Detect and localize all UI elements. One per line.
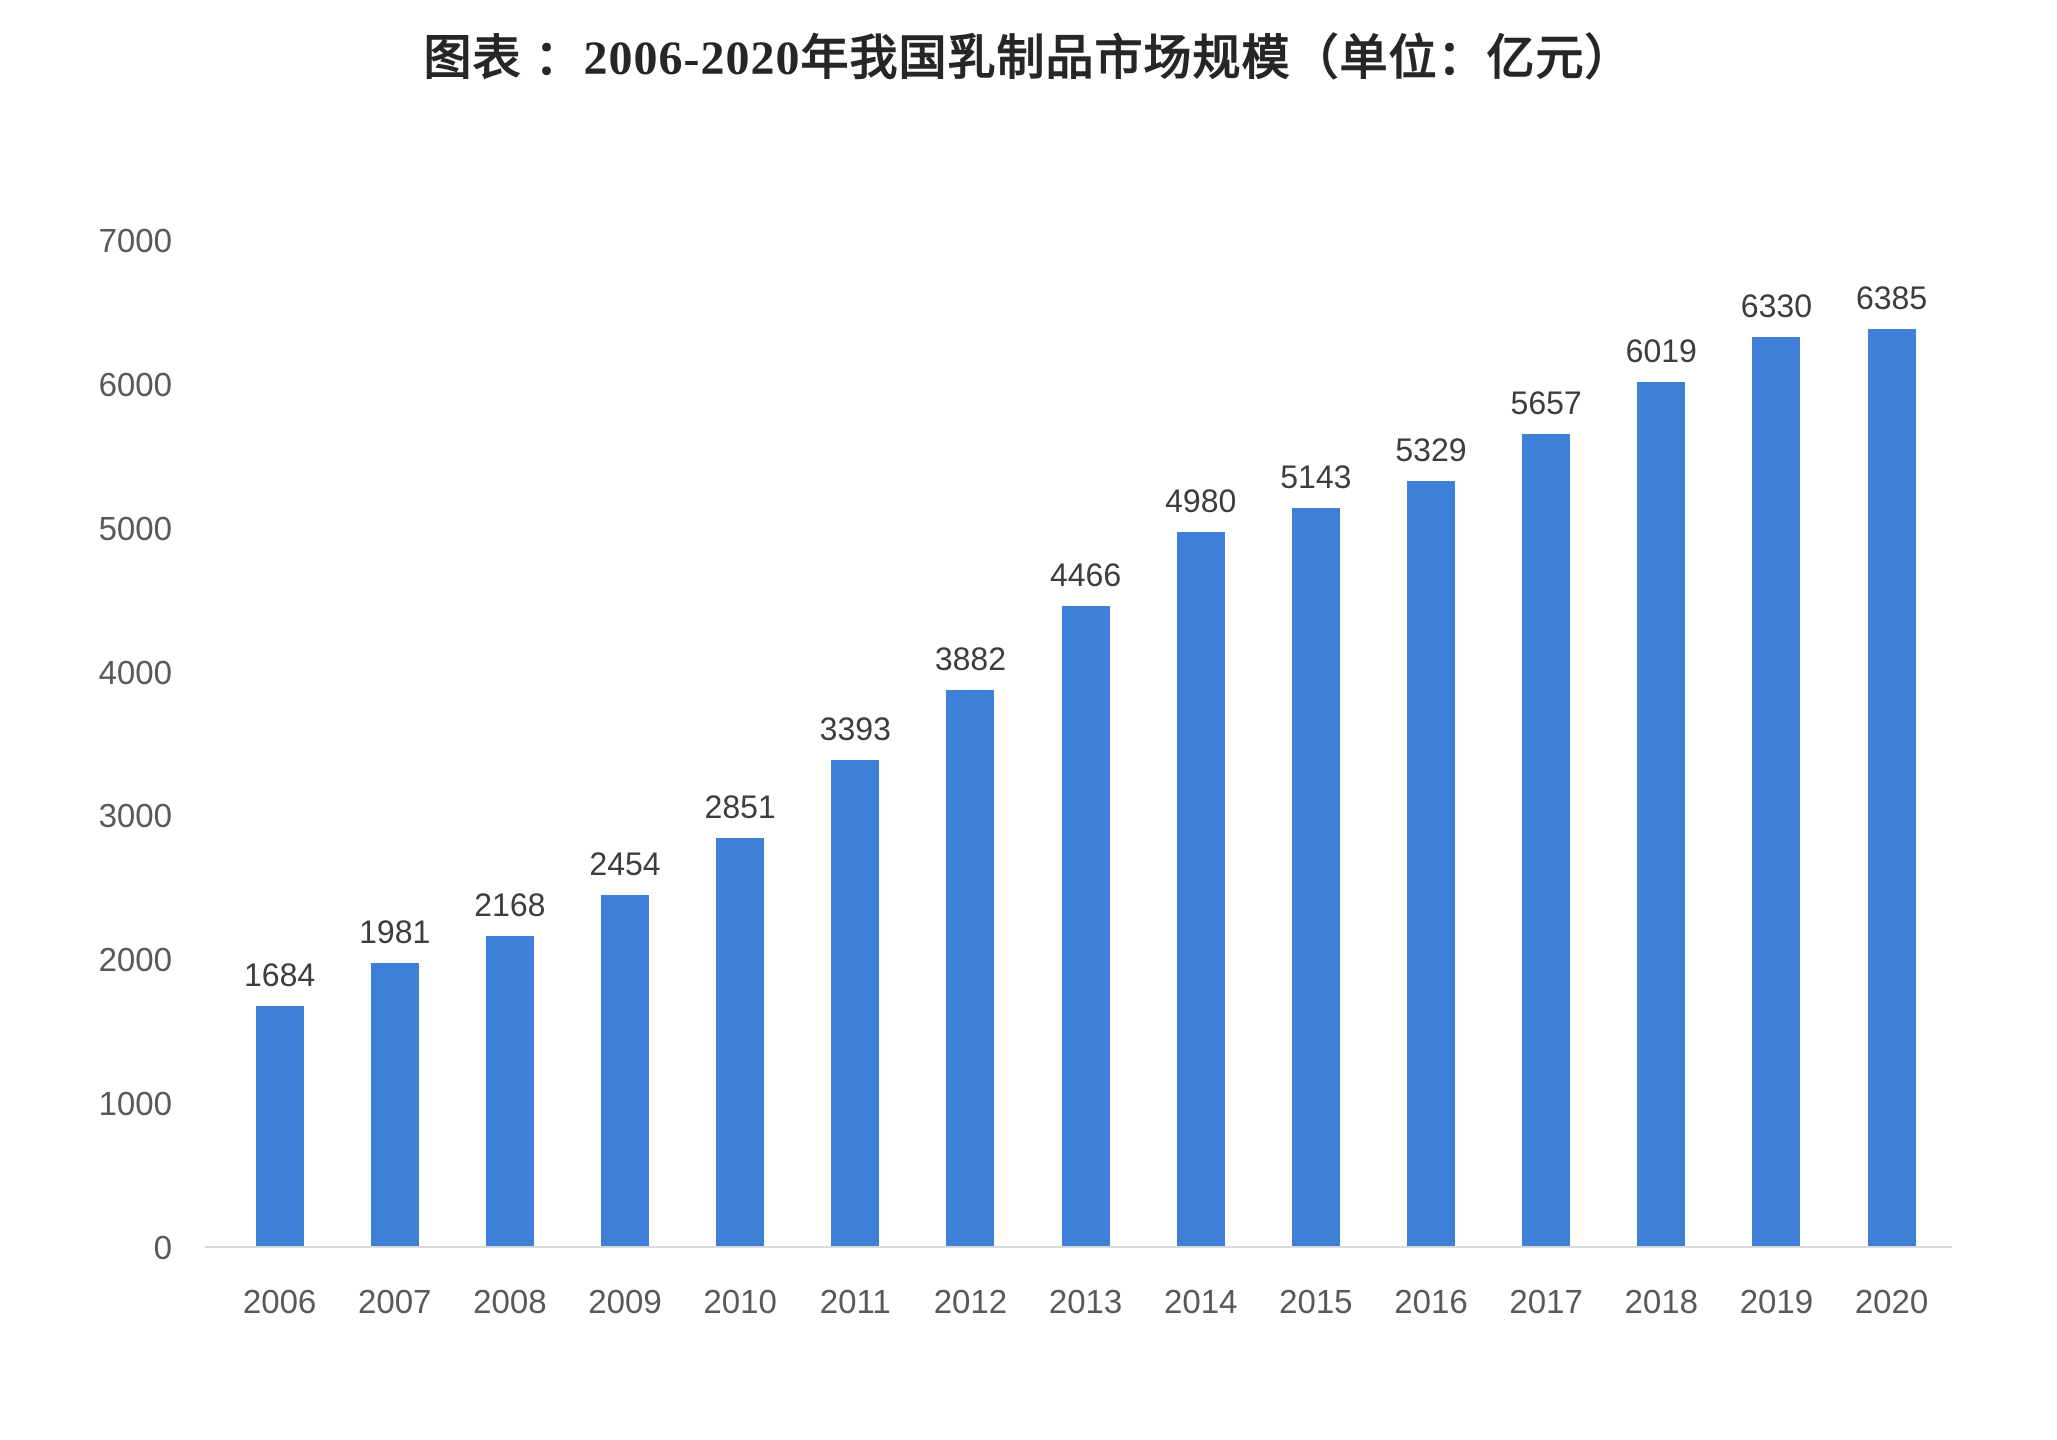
bar (831, 759, 880, 1248)
bar (1406, 481, 1455, 1248)
bar-column: 1981 (337, 241, 452, 1248)
bar-value-label: 2454 (589, 845, 661, 882)
bar-value-label: 4466 (1049, 556, 1122, 593)
bar (370, 963, 419, 1248)
y-axis-tick-label: 0 (153, 1229, 172, 1266)
bar (485, 936, 534, 1248)
bar-column: 2168 (452, 241, 567, 1248)
bar-column: 5329 (1373, 241, 1488, 1248)
bar (255, 1005, 304, 1248)
bar (1061, 605, 1110, 1248)
bar-column: 3393 (798, 241, 913, 1248)
bars-container: 1684 1981 2168 2454 2851 3393 3882 4466 4980 5143… (222, 241, 1949, 1248)
bar-column: 6385 (1834, 241, 1949, 1248)
x-axis-tick-label: 2017 (1509, 1283, 1583, 1320)
y-axis-tick-label: 2000 (98, 941, 172, 979)
bar-value-label: 6019 (1625, 333, 1697, 370)
y-axis-tick-label: 1000 (98, 1085, 172, 1123)
bar-column: 6330 (1719, 241, 1834, 1248)
bar-value-label: 5329 (1395, 432, 1467, 469)
x-axis-tick-label: 2015 (1279, 1283, 1353, 1320)
bar (946, 689, 995, 1248)
y-axis-tick-label: 5000 (98, 509, 172, 547)
bar-column: 1684 (222, 241, 337, 1248)
bar (1752, 337, 1801, 1248)
bar (1867, 329, 1916, 1248)
bar-value-label: 1981 (359, 914, 431, 951)
x-axis-tick-label: 2018 (1624, 1283, 1698, 1320)
y-axis: 0 1000 2000 3000 4000 5000 6000 7000 (0, 0, 172, 1440)
x-axis: 2006 2007 2008 2009 2010 2011 2012 2013 2014 2015… (222, 1282, 1949, 1322)
bar-column: 4466 (1028, 241, 1143, 1248)
bar-column: 4980 (1143, 241, 1258, 1248)
x-axis-tick-label: 2008 (473, 1283, 547, 1320)
x-axis-tick-label: 2014 (1163, 1283, 1238, 1320)
bar-value-label: 2168 (474, 887, 546, 924)
bar-column: 5143 (1258, 241, 1373, 1248)
bar-column: 2454 (567, 241, 682, 1248)
x-axis-tick-label: 2010 (703, 1283, 777, 1320)
bar-value-label: 3882 (934, 640, 1006, 677)
bar-value-label: 6330 (1740, 288, 1812, 325)
bar (1291, 508, 1340, 1248)
bar-column: 3882 (913, 241, 1028, 1248)
x-axis-tick-label: 2013 (1048, 1283, 1123, 1320)
x-axis-tick-label: 2012 (933, 1283, 1008, 1320)
x-axis-tick-label: 2019 (1739, 1283, 1814, 1320)
x-axis-tick-label: 2007 (358, 1283, 432, 1320)
bar-value-label: 6385 (1855, 280, 1928, 317)
bar-value-label: 5657 (1510, 385, 1582, 422)
bar-column: 6019 (1604, 241, 1719, 1248)
bar-value-label: 2851 (704, 788, 776, 825)
bar (600, 894, 649, 1248)
x-axis-tick-label: 2016 (1394, 1283, 1468, 1320)
y-axis-tick-label: 3000 (98, 797, 172, 835)
bar-column: 2851 (683, 241, 798, 1248)
bar-value-label: 3393 (819, 710, 891, 747)
x-axis-tick-label: 2020 (1854, 1283, 1929, 1320)
bar-column: 5657 (1489, 241, 1604, 1248)
x-axis-line (205, 1246, 1952, 1248)
x-axis-tick-label: 2009 (588, 1283, 662, 1320)
y-axis-tick-label: 6000 (98, 365, 172, 403)
bar-value-label: 5143 (1280, 459, 1352, 496)
y-axis-tick-label: 7000 (98, 222, 172, 259)
y-axis-tick-label: 4000 (98, 653, 172, 691)
bar (716, 837, 765, 1248)
x-axis-tick-label: 2011 (819, 1283, 891, 1320)
bar-value-label: 4980 (1165, 482, 1237, 519)
chart-title: 图表 ：2006-2020年我国乳制品市场规模（单位：亿元） (423, 32, 1634, 85)
bar (1637, 382, 1686, 1248)
bar (1176, 531, 1225, 1248)
bar-value-label: 1684 (243, 956, 316, 993)
bar (1522, 434, 1571, 1248)
x-axis-tick-label: 2006 (242, 1283, 317, 1320)
